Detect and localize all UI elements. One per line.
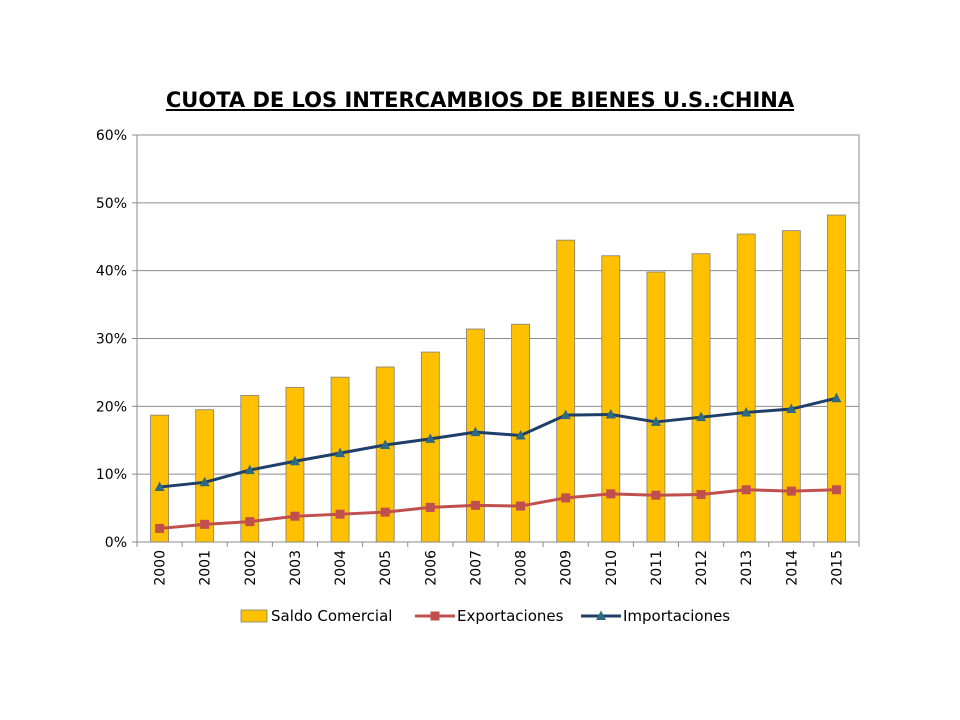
y-tick-label: 30% (96, 332, 127, 348)
point-importaciones (289, 455, 300, 466)
legend: Saldo Comercial Exportaciones Importacione… (240, 607, 730, 625)
point-exportaciones (155, 523, 165, 533)
x-tick-label: 2008 (514, 550, 530, 586)
point-exportaciones (335, 509, 345, 519)
point-importaciones (335, 447, 346, 458)
x-tick-label: 2014 (784, 550, 800, 586)
point-exportaciones (200, 519, 210, 529)
x-tick-label: 2001 (198, 550, 214, 586)
bar-saldo-comercial (601, 255, 621, 543)
legend-marker-exportaciones (430, 611, 440, 621)
legend-label-saldo-comercial: Saldo Comercial (271, 607, 392, 625)
point-importaciones (831, 392, 842, 403)
point-importaciones (605, 408, 616, 419)
bar-saldo-comercial (420, 351, 440, 543)
point-exportaciones (786, 486, 796, 496)
point-importaciones (380, 439, 391, 449)
legend-marker-importaciones (596, 610, 606, 620)
chart-title: CUOTA DE LOS INTERCAMBIOS DE BIENES U.S.… (165, 88, 795, 112)
legend-label-importaciones: Importaciones (623, 607, 730, 625)
x-tick-label: 2003 (288, 550, 304, 586)
point-importaciones (696, 411, 707, 422)
point-exportaciones (831, 485, 841, 495)
x-tick-label: 2004 (333, 550, 349, 586)
bar-saldo-comercial (827, 214, 846, 543)
point-exportaciones (425, 502, 435, 512)
point-exportaciones (380, 507, 390, 517)
x-tick-label: 2015 (829, 550, 845, 586)
x-tick-label: 2005 (378, 550, 394, 586)
point-importaciones (425, 433, 436, 443)
y-tick-label: 60% (96, 128, 127, 144)
x-tick-label: 2000 (153, 550, 169, 586)
y-tick-label: 50% (96, 196, 127, 212)
point-exportaciones (741, 485, 751, 495)
x-tick-label: 2009 (559, 550, 575, 586)
point-exportaciones (290, 511, 300, 521)
point-importaciones (560, 409, 571, 420)
point-exportaciones (516, 501, 526, 511)
point-exportaciones (561, 493, 571, 503)
point-exportaciones (606, 489, 616, 499)
y-tick-label: 10% (96, 467, 127, 483)
bar-saldo-comercial (691, 253, 711, 543)
y-tick-label: 40% (96, 264, 127, 280)
legend-swatch-saldo-comercial (240, 609, 268, 623)
point-importaciones (199, 476, 210, 487)
legend-label-exportaciones: Exportaciones (457, 607, 564, 625)
bar-saldo-comercial (195, 409, 215, 543)
point-exportaciones (651, 490, 661, 500)
bar-saldo-comercial (330, 376, 350, 543)
point-exportaciones (696, 490, 706, 500)
bar-saldo-comercial (556, 239, 576, 543)
line-exportaciones (159, 488, 837, 530)
x-tick-label: 2010 (604, 550, 620, 586)
x-tick-label: 2007 (468, 550, 484, 586)
point-importaciones (650, 416, 661, 426)
bar-saldo-comercial (375, 366, 395, 543)
point-exportaciones (245, 517, 255, 527)
point-importaciones (244, 464, 255, 475)
x-tick-label: 2002 (243, 550, 259, 586)
point-importaciones (154, 481, 165, 492)
point-importaciones (515, 430, 526, 440)
x-tick-label: 2012 (694, 550, 710, 586)
bar-saldo-comercial (736, 233, 756, 543)
x-tick-label: 2006 (423, 550, 439, 586)
bar-saldo-comercial (150, 414, 169, 543)
y-tick-label: 0% (105, 535, 127, 551)
bar-saldo-comercial (646, 271, 666, 543)
point-importaciones (786, 403, 797, 414)
y-tick-label: 20% (96, 399, 127, 415)
point-importaciones (741, 406, 752, 417)
bar-saldo-comercial (781, 230, 801, 543)
x-tick-label: 2013 (739, 550, 755, 586)
line-importaciones (159, 396, 837, 489)
point-exportaciones (470, 500, 480, 510)
x-tick-label: 2011 (649, 550, 665, 586)
point-importaciones (470, 426, 481, 437)
